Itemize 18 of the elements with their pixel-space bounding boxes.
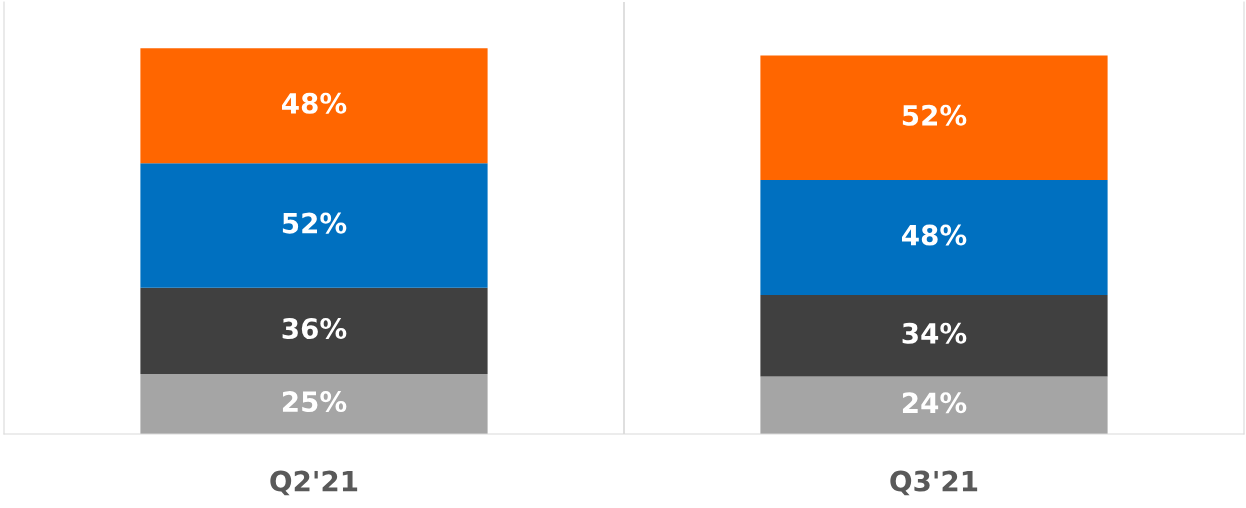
bar — [140, 287, 488, 375]
bar — [140, 374, 488, 434]
bar — [760, 55, 1108, 181]
bar — [140, 48, 488, 164]
bar — [760, 180, 1108, 296]
data-label: 52% — [282, 212, 347, 234]
data-label: 48% — [902, 224, 967, 246]
bar — [760, 295, 1108, 377]
data-label: 52% — [902, 104, 967, 126]
data-label: 25% — [282, 391, 347, 413]
data-label: 24% — [902, 392, 967, 414]
data-label: 36% — [282, 318, 347, 340]
bar — [140, 163, 488, 288]
data-label: 34% — [902, 322, 967, 344]
data-label: 48% — [282, 92, 347, 114]
bar — [760, 376, 1108, 434]
x-tick-label: Q3'21 — [890, 470, 978, 496]
x-tick-label: Q2'21 — [270, 470, 358, 496]
